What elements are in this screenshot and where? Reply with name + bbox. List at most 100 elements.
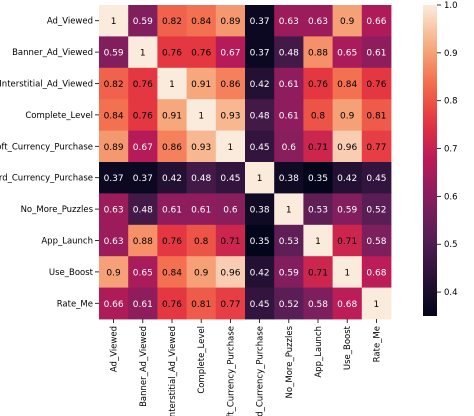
- heatmap-cell: [303, 193, 333, 226]
- x-tick-label: App_Launch: [314, 326, 324, 378]
- heatmap-cell: [157, 256, 187, 288]
- heatmap-cell: [332, 162, 363, 194]
- cell-value-label: 0.48: [133, 206, 153, 216]
- cell-value-label: 0.71: [337, 237, 357, 247]
- x-tick-label: Soft_Currency_Purchase: [226, 326, 236, 416]
- heatmap-cell: [99, 224, 129, 257]
- y-tick-label: No_More_Puzzles: [21, 205, 94, 215]
- y-tick-label: Complete_Level: [25, 111, 93, 121]
- heatmap-cell: [215, 5, 246, 37]
- heatmap-cell: [332, 256, 363, 288]
- cell-value-label: 0.42: [250, 268, 270, 278]
- cell-value-label: 0.42: [337, 174, 357, 184]
- cell-value-label: 0.38: [279, 174, 299, 184]
- cell-value-label: 0.37: [250, 17, 270, 27]
- heatmap-cell: [303, 5, 333, 37]
- heatmap-cell: [128, 99, 158, 131]
- x-tick-labels: Ad_Viewed Banner_Ad_Viewed Interstitial_Ad…: [110, 319, 382, 416]
- cell-value-label: 0.63: [279, 17, 299, 27]
- cell-value-label: 0.76: [133, 111, 153, 121]
- cell-value-label: 0.89: [220, 17, 240, 27]
- colorbar: 0.4 0.5 0.6 0.7 0.8 0.9 1.0: [423, 1, 458, 316]
- cell-value-label: 0.84: [104, 111, 124, 121]
- cell-value-label: 0.66: [366, 17, 386, 27]
- heatmap-cell: [99, 36, 129, 69]
- cell-value-label: 0.76: [162, 300, 182, 310]
- heatmap-cell: [274, 256, 304, 288]
- heatmap-cell: [186, 130, 217, 163]
- heatmap-cell: [245, 36, 275, 69]
- heatmap-cell: [332, 287, 363, 320]
- heatmap-cell: [361, 5, 392, 37]
- cell-value-label: 0.76: [308, 80, 328, 90]
- heatmap-cell: [157, 36, 187, 69]
- cell-value-label: 0.42: [250, 80, 270, 90]
- x-tick-label: Hard_Currency_Purchase: [256, 326, 266, 416]
- cell-value-label: 0.68: [337, 300, 357, 310]
- cell-value-label: 0.88: [308, 49, 328, 59]
- heatmap-cell: [245, 224, 275, 257]
- cell-value-label: 0.76: [133, 80, 153, 90]
- colorbar-tick-label: 0.4: [444, 288, 458, 298]
- heatmap-cell: [157, 99, 187, 131]
- y-tick-label: Use_Boost: [49, 268, 94, 278]
- heatmap-cell: [186, 162, 217, 194]
- heatmap-cell: [361, 67, 392, 100]
- heatmap-cell: [215, 130, 246, 163]
- cell-value-label: 0.63: [104, 206, 124, 216]
- cell-value-label: 0.93: [220, 111, 240, 121]
- heatmap-cell: [332, 130, 363, 163]
- heatmap-cell: [215, 287, 246, 320]
- heatmap-cell: [128, 5, 158, 37]
- heatmap-cell: [99, 193, 129, 226]
- heatmap-cell: [186, 256, 217, 288]
- cell-value-label: 0.8: [311, 111, 326, 121]
- cell-value-label: 0.9: [340, 111, 355, 121]
- heatmap-cell: [245, 67, 275, 100]
- heatmap-cell: [186, 287, 217, 320]
- heatmap-cell: [332, 36, 363, 69]
- cell-value-label: 0.35: [308, 174, 328, 184]
- cell-value-label: 0.37: [104, 174, 124, 184]
- heatmap-cell: [332, 99, 363, 131]
- cell-value-label: 0.37: [250, 49, 270, 59]
- y-tick-label: App_Launch: [41, 237, 93, 247]
- heatmap-cell: [361, 130, 392, 163]
- heatmap-cell: [157, 130, 187, 163]
- heatmap-cell: [128, 224, 158, 257]
- colorbar-tick-label: 0.8: [444, 97, 458, 107]
- cell-value-label: 1: [140, 49, 146, 59]
- heatmap-cell: [186, 224, 217, 257]
- cell-value-label: 0.45: [220, 174, 240, 184]
- cell-value-label: 0.9: [106, 268, 121, 278]
- x-tick-label: Banner_Ad_Viewed: [139, 326, 149, 407]
- colorbar-tick-label: 0.6: [444, 192, 458, 202]
- heatmap-cell: [245, 287, 275, 320]
- cell-value-label: 0.61: [279, 111, 299, 121]
- y-tick-label: Interstitial_Ad_Viewed: [0, 80, 93, 90]
- heatmap-cell: [157, 162, 187, 194]
- cell-value-label: 1: [198, 111, 204, 121]
- cell-value-label: 0.48: [250, 111, 270, 121]
- heatmap-cell: [361, 162, 392, 194]
- heatmap-cell: [303, 130, 333, 163]
- x-tick-label: Interstitial_Ad_Viewed: [168, 326, 178, 416]
- cell-value-label: 0.84: [162, 268, 182, 278]
- heatmap-cell: [99, 256, 129, 288]
- cell-value-label: 0.81: [191, 300, 211, 310]
- heatmap-cells: 1 0.59 0.82 0.84 0.89 0.37 0.63 0.63 0.9 0.66 0.59…: [99, 5, 392, 320]
- cell-value-label: 0.58: [366, 237, 386, 247]
- y-tick-label: Banner_Ad_Viewed: [12, 48, 93, 58]
- heatmap-cell: [157, 193, 187, 226]
- x-tick-label: Rate_Me: [372, 326, 382, 362]
- cell-value-label: 0.91: [162, 111, 182, 121]
- heatmap-cell: [245, 99, 275, 131]
- cell-value-label: 0.86: [220, 80, 240, 90]
- cell-value-label: 0.8: [194, 237, 209, 247]
- y-tick-labels: Ad_Viewed Banner_Ad_Viewed Interstitial_Ad…: [0, 17, 99, 309]
- heatmap-cell: [303, 67, 333, 100]
- colorbar-tick-label: 0.7: [444, 145, 458, 155]
- colorbar-tick-label: 0.9: [444, 49, 458, 59]
- cell-value-label: 1: [257, 174, 263, 184]
- cell-value-label: 0.76: [162, 49, 182, 59]
